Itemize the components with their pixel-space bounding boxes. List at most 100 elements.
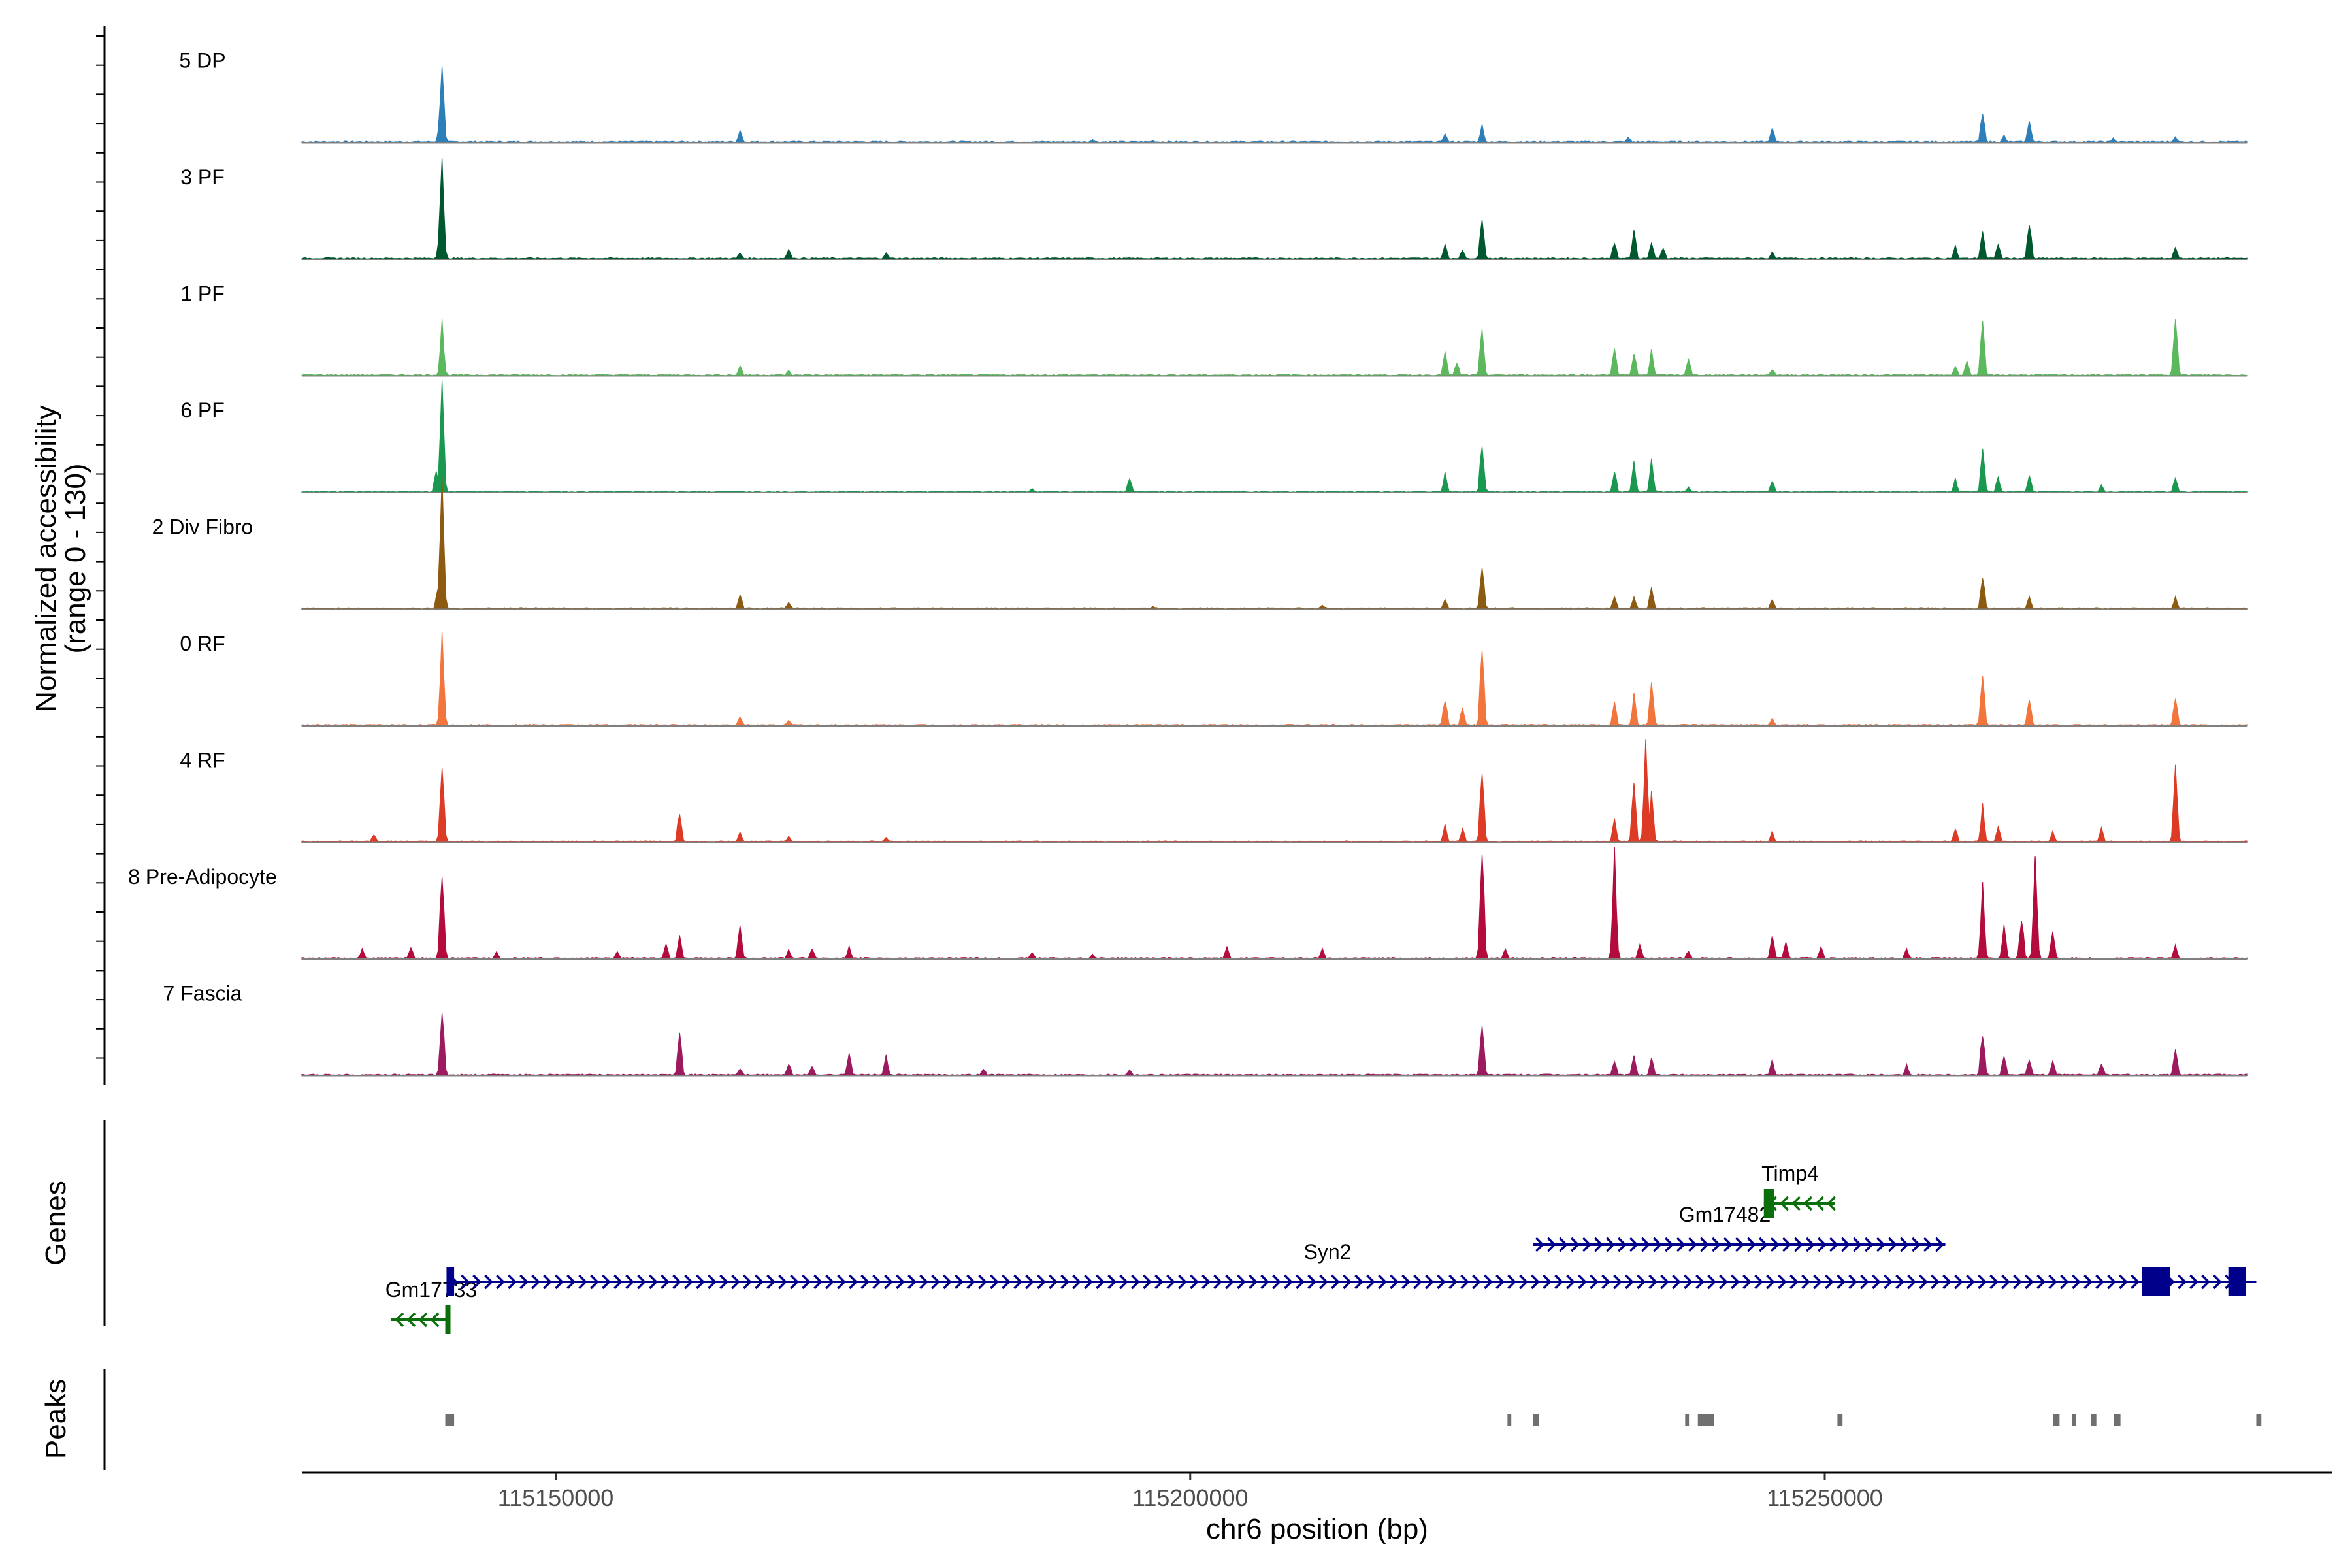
- strand-arrow: [1107, 1274, 1117, 1290]
- strand-arrow: [1617, 1237, 1627, 1252]
- strand-arrow: [1852, 1237, 1862, 1252]
- strand-arrow: [755, 1274, 764, 1290]
- peak-region: [1533, 1414, 1539, 1426]
- strand-arrow: [1531, 1274, 1540, 1290]
- strand-arrow: [1025, 1274, 1034, 1290]
- strand-arrow: [1260, 1274, 1269, 1290]
- strand-arrow: [430, 1312, 440, 1328]
- strand-arrow: [990, 1274, 999, 1290]
- strand-arrow: [1935, 1237, 1944, 1252]
- strand-arrow: [1978, 1274, 1987, 1290]
- strand-arrow: [1803, 1196, 1812, 1211]
- strand-arrow: [2013, 1274, 2022, 1290]
- strand-arrow: [1582, 1237, 1592, 1252]
- strand-arrow: [395, 1312, 404, 1328]
- strand-arrow: [519, 1274, 529, 1290]
- strand-arrow: [731, 1274, 740, 1290]
- strand-arrow: [1907, 1274, 1916, 1290]
- strand-arrow: [1707, 1274, 1716, 1290]
- strand-arrow: [1711, 1237, 1721, 1252]
- strand-arrow: [1778, 1274, 1787, 1290]
- gene-exon: [2228, 1267, 2246, 1296]
- strand-arrow: [1013, 1274, 1022, 1290]
- strand-arrow: [1966, 1274, 1975, 1290]
- coverage-track: 7 Fascia: [163, 982, 2248, 1077]
- strand-arrow: [1190, 1274, 1199, 1290]
- strand-arrow: [1460, 1274, 1469, 1290]
- coverage-track: 1 PF: [180, 282, 2248, 377]
- x-axis-title: chr6 position (bp): [1206, 1513, 1428, 1545]
- strand-arrow: [1746, 1237, 1756, 1252]
- peak-regions: [445, 1414, 2262, 1426]
- strand-arrow: [1758, 1237, 1768, 1252]
- strand-arrow: [872, 1274, 881, 1290]
- strand-arrow: [1096, 1274, 1105, 1290]
- strand-arrow: [1864, 1237, 1874, 1252]
- x-axis-ticks: 115150000 115200000 115250000: [498, 1473, 1883, 1511]
- peaks-panel: Peaks: [40, 1369, 2262, 1470]
- strand-arrow: [2036, 1274, 2046, 1290]
- strand-arrow: [919, 1274, 928, 1290]
- gene-label: Gm17482: [1679, 1203, 1771, 1226]
- gene-label: Syn2: [1304, 1240, 1352, 1264]
- strand-arrow: [837, 1274, 846, 1290]
- strand-arrow: [1742, 1274, 1752, 1290]
- track-label: 6 PF: [180, 399, 225, 422]
- strand-arrow: [661, 1274, 670, 1290]
- coverage-track: 8 Pre-Adipocyte: [128, 846, 2248, 960]
- strand-arrow: [1366, 1274, 1375, 1290]
- track-label: 5 DP: [179, 49, 225, 73]
- strand-arrow: [696, 1274, 705, 1290]
- strand-arrow: [1307, 1274, 1316, 1290]
- peak-region: [2053, 1414, 2060, 1426]
- peak-region: [445, 1414, 455, 1426]
- coverage-area: [301, 66, 2248, 144]
- strand-arrow: [1782, 1237, 1791, 1252]
- strand-arrow: [1296, 1274, 1305, 1290]
- strand-arrow: [802, 1274, 811, 1290]
- strand-arrow: [1119, 1274, 1128, 1290]
- strand-arrow: [1860, 1274, 1869, 1290]
- strand-arrow: [1695, 1274, 1705, 1290]
- strand-arrow: [637, 1274, 646, 1290]
- strand-arrow: [1319, 1274, 1328, 1290]
- peak-region: [1507, 1414, 1512, 1426]
- track-label: 2 Div Fibro: [152, 515, 253, 539]
- coverage-area: [301, 1013, 2248, 1077]
- strand-arrow: [1672, 1274, 1681, 1290]
- strand-arrow: [1923, 1237, 1933, 1252]
- x-axis-tick-label: 115150000: [498, 1484, 614, 1511]
- strand-arrow: [2095, 1274, 2104, 1290]
- strand-arrow: [1519, 1274, 1528, 1290]
- gene-exon: [2142, 1267, 2170, 1296]
- coverage-tracks: 5 DP 3 PF 1 PF 6 PF 2 Div Fibro 0 RF 4 RF 8 Pre…: [128, 49, 2248, 1077]
- strand-arrow: [860, 1274, 870, 1290]
- genes-panel-label: Genes: [40, 1181, 72, 1266]
- strand-arrow: [531, 1274, 540, 1290]
- strand-arrow: [2107, 1274, 2116, 1290]
- strand-arrow: [590, 1274, 599, 1290]
- peak-region: [1685, 1414, 1690, 1426]
- strand-arrow: [1084, 1274, 1093, 1290]
- strand-arrow: [1213, 1274, 1222, 1290]
- strand-arrow: [2048, 1274, 2057, 1290]
- strand-arrow: [2060, 1274, 2069, 1290]
- x-axis: 115150000 115200000 115250000 chr6 positio…: [302, 1471, 2332, 1545]
- strand-arrow: [2001, 1274, 2010, 1290]
- x-axis-tick-label: 115250000: [1767, 1484, 1883, 1511]
- strand-arrow: [1131, 1274, 1140, 1290]
- peak-region: [1697, 1414, 1715, 1426]
- coverage-area: [301, 476, 2248, 610]
- strand-arrow: [1791, 1196, 1801, 1211]
- strand-arrow: [884, 1274, 893, 1290]
- coverage-area: [301, 631, 2248, 727]
- strand-arrow: [1625, 1274, 1634, 1290]
- strand-arrow: [1601, 1274, 1610, 1290]
- strand-arrow: [1954, 1274, 1963, 1290]
- coverage-track: 3 PF: [180, 158, 2248, 260]
- peaks-panel-label: Peaks: [40, 1379, 72, 1459]
- gene-label: Timp4: [1761, 1162, 1819, 1185]
